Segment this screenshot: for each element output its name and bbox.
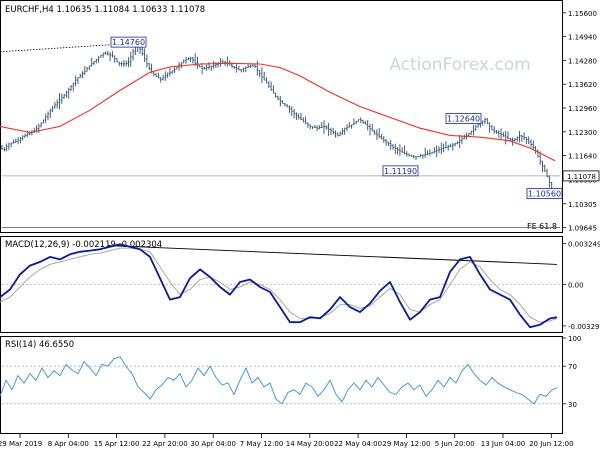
macd-y-tick-label: 0.00 xyxy=(568,282,584,290)
annotation-box xyxy=(110,36,147,48)
x-tick-label: 29 May 12:00 xyxy=(382,440,430,448)
rsi-line xyxy=(0,356,558,405)
rsi-y-tick-label: 100 xyxy=(568,335,581,343)
price-y-tick-label: 1.14280 xyxy=(568,57,597,65)
price-y-tick-label: 1.12960 xyxy=(568,105,597,113)
x-tick-label: 8 Apr 04:00 xyxy=(48,440,89,448)
annotation-box xyxy=(526,188,563,199)
rsi-label: RSI(14) 46.6550 xyxy=(5,340,74,350)
x-tick-label: 14 May 20:00 xyxy=(286,440,334,448)
current-price-tag xyxy=(562,170,600,182)
x-tick-label: 22 May 04:00 xyxy=(334,440,382,448)
watermark: ActionForex.com xyxy=(389,55,530,75)
macd-label: MACD(12,26,9) -0.002119 -0.002304 xyxy=(5,240,162,250)
x-tick-label: 29 Mar 2019 xyxy=(0,440,42,448)
price-y-tick-label: 1.11640 xyxy=(568,153,597,161)
macd-line xyxy=(0,243,558,329)
annotation-label: 1.11190 xyxy=(384,167,417,176)
annotation-box xyxy=(445,113,482,124)
fe-label: FE 61.8 xyxy=(527,222,557,231)
price-y-tick-label: 1.10305 xyxy=(568,201,597,209)
rsi-layer xyxy=(0,356,560,405)
axis-layer: 1.15600 1.14940 1.14280 1.13620 1.12960 1.123… xyxy=(0,10,600,448)
macd-y-tick-label: -0.003293 xyxy=(568,323,600,331)
annotation-box xyxy=(382,165,419,177)
price-y-tick-label: 1.15600 xyxy=(568,10,597,18)
x-tick-label: 30 Apr 04:00 xyxy=(190,440,236,448)
rsi-y-tick-label: 30 xyxy=(568,401,577,409)
instrument-header: EURCHF,H4 1.10635 1.11084 1.10633 1.1107… xyxy=(5,5,205,15)
price-bars xyxy=(1,38,553,196)
x-tick-label: 20 Jun 12:00 xyxy=(529,440,573,448)
price-y-tick-label: 1.09645 xyxy=(568,225,597,233)
current-price-label: 1.11078 xyxy=(567,173,596,181)
rsi-y-tick-label: 70 xyxy=(568,363,577,371)
x-tick-label: 7 May 12:00 xyxy=(240,440,284,448)
macd-trendline xyxy=(107,245,558,265)
macd-layer xyxy=(0,243,560,329)
price-layer: 1.14760 1.11190 1.12640 1.10560 xyxy=(0,36,563,228)
x-tick-label: 13 Jun 04:00 xyxy=(481,440,525,448)
price-y-tick-label: 1.12300 xyxy=(568,129,597,137)
price-y-tick-label: 1.14940 xyxy=(568,34,597,42)
annotation-label: 1.10560 xyxy=(528,190,561,199)
macd-signal-line xyxy=(0,247,558,323)
annotation-label: 1.14760 xyxy=(112,38,145,47)
annotation-label: 1.12640 xyxy=(447,115,480,124)
x-tick-label: 15 Apr 12:00 xyxy=(94,440,140,448)
x-tick-label: 22 Apr 20:00 xyxy=(142,440,188,448)
x-tick-label: 5 Jun 20:00 xyxy=(435,440,475,448)
rsi-panel-frame xyxy=(0,336,563,434)
macd-y-tick-label: 0.003249 xyxy=(568,241,600,249)
moving-average-line xyxy=(0,62,556,162)
price-y-tick-label: 1.13620 xyxy=(568,81,597,89)
